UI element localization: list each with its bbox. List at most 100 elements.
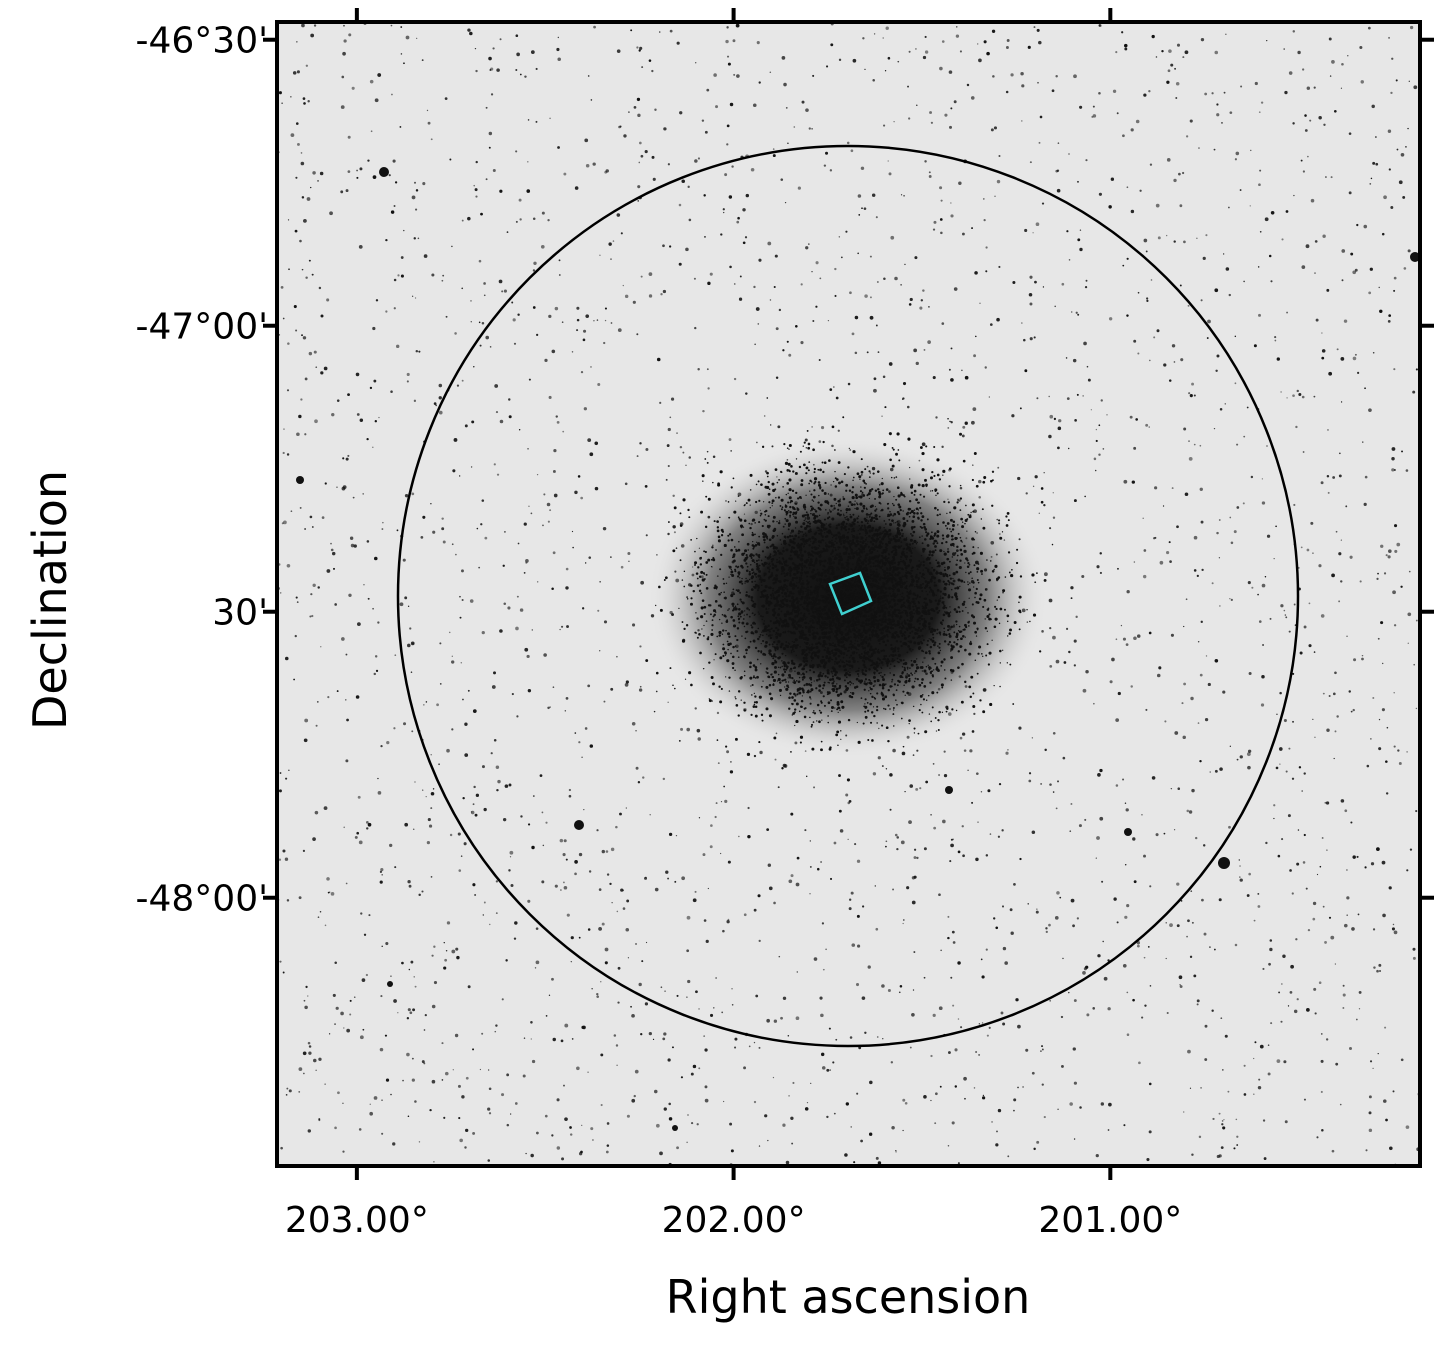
- star: [464, 753, 469, 757]
- cluster-star: [812, 568, 815, 572]
- star: [648, 1031, 652, 1036]
- star: [282, 317, 285, 320]
- star: [1098, 91, 1101, 95]
- star: [620, 565, 624, 569]
- cluster-star: [780, 572, 783, 575]
- star: [908, 466, 911, 469]
- star: [478, 321, 481, 324]
- star: [282, 971, 285, 974]
- star: [1065, 627, 1069, 630]
- cluster-star: [811, 633, 814, 636]
- star: [1187, 919, 1190, 923]
- star: [921, 442, 926, 447]
- cluster-star: [919, 583, 922, 587]
- star: [893, 120, 895, 123]
- star: [352, 496, 355, 499]
- star: [659, 401, 662, 404]
- cluster-star: [1011, 568, 1013, 571]
- star: [327, 696, 330, 699]
- star: [829, 493, 833, 497]
- star: [692, 1064, 697, 1069]
- star: [1307, 155, 1309, 158]
- cluster-star: [781, 665, 783, 668]
- cluster-star: [809, 695, 811, 698]
- star: [341, 486, 346, 491]
- cluster-star: [811, 643, 814, 646]
- star: [637, 185, 641, 189]
- cluster-star: [815, 645, 819, 650]
- cluster-star: [706, 637, 710, 641]
- star: [416, 37, 418, 40]
- star: [923, 976, 926, 979]
- cluster-star: [818, 623, 821, 626]
- star: [1189, 955, 1193, 959]
- star: [1041, 630, 1044, 633]
- star: [1391, 927, 1395, 931]
- star: [1200, 299, 1203, 302]
- cluster-star: [960, 517, 963, 521]
- star: [473, 785, 476, 789]
- star: [1019, 407, 1022, 410]
- star: [527, 161, 529, 163]
- star: [772, 148, 775, 150]
- star: [1384, 1026, 1387, 1029]
- star: [655, 1123, 660, 1128]
- star: [1291, 777, 1295, 780]
- star: [922, 289, 925, 292]
- cluster-star: [913, 659, 917, 664]
- cluster-star: [818, 720, 821, 724]
- cluster-star: [805, 587, 808, 590]
- star: [1303, 833, 1306, 837]
- star: [697, 629, 700, 632]
- star: [534, 967, 537, 969]
- cluster-star: [690, 597, 693, 600]
- star: [303, 102, 306, 105]
- star: [342, 457, 345, 460]
- star: [783, 82, 787, 87]
- star: [1183, 1111, 1185, 1113]
- star: [611, 902, 613, 904]
- cluster-star: [700, 592, 703, 595]
- star: [389, 843, 393, 848]
- cluster-star: [932, 542, 935, 545]
- cluster-star: [844, 668, 847, 672]
- star: [955, 549, 959, 553]
- star: [1281, 983, 1283, 985]
- cluster-star: [982, 655, 984, 657]
- cluster-star: [800, 538, 802, 541]
- star: [1100, 399, 1103, 402]
- star: [1200, 1087, 1202, 1089]
- cluster-star: [877, 604, 880, 606]
- star: [1346, 635, 1348, 638]
- star: [380, 995, 383, 998]
- star: [557, 57, 561, 61]
- star: [299, 239, 302, 243]
- star: [686, 727, 691, 732]
- star: [883, 124, 886, 127]
- cluster-star: [950, 656, 954, 659]
- star: [873, 388, 877, 393]
- star: [1351, 927, 1355, 931]
- star: [978, 1053, 981, 1056]
- cluster-star: [872, 548, 876, 551]
- cluster-star: [921, 605, 924, 608]
- star: [358, 245, 363, 249]
- star: [954, 1085, 958, 1088]
- cluster-star: [903, 601, 906, 604]
- cluster-star: [864, 538, 867, 541]
- cluster-star: [763, 589, 766, 591]
- cluster-star: [876, 533, 880, 536]
- cluster-star: [759, 514, 762, 517]
- star: [1318, 564, 1322, 568]
- star: [1354, 268, 1358, 272]
- star: [755, 307, 760, 311]
- star: [539, 774, 543, 778]
- cluster-star: [717, 535, 721, 539]
- cluster-star: [679, 559, 682, 562]
- star: [300, 152, 303, 154]
- star: [317, 180, 319, 182]
- star: [909, 297, 913, 302]
- star: [366, 821, 369, 824]
- star: [1129, 415, 1133, 419]
- star: [1239, 865, 1241, 867]
